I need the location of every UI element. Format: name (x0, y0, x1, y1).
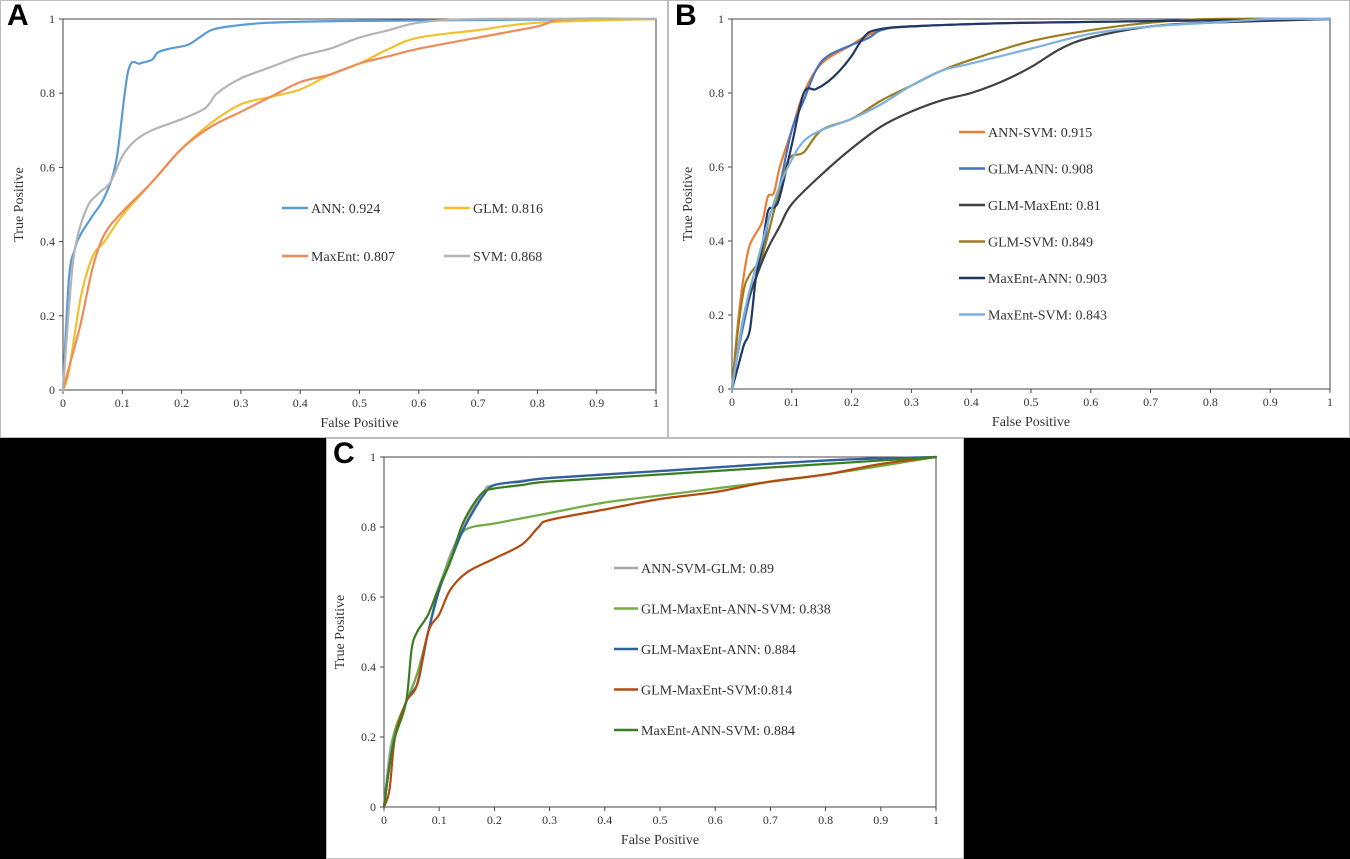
y-tick-label: 1 (370, 450, 376, 464)
panel-a: A 0 0.1 0.2 0.3 0.4 0.5 0.6 0.7 0.8 0.9 1 0 0.2 0.4 0.… (0, 0, 668, 438)
y-axis-label: True Positive (333, 595, 348, 670)
panel-label-c: C (333, 438, 355, 470)
x-tick-label: 0.7 (1143, 395, 1158, 409)
x-tick-label: 0.9 (1263, 395, 1278, 409)
x-tick-label: 0.8 (1203, 395, 1218, 409)
x-tick-label: 0.5 (1024, 395, 1039, 409)
y-tick-label: 0.2 (709, 308, 724, 322)
legend-entry: SVM: 0.868 (473, 250, 542, 265)
x-tick-label: 0.7 (763, 813, 778, 827)
series-line (730, 17, 1332, 391)
x-tick-label: 1 (653, 396, 659, 410)
x-tick-label: 1 (933, 813, 939, 827)
y-tick-label: 0.8 (709, 86, 724, 100)
x-tick-label: 0.1 (115, 396, 130, 410)
x-tick-label: 0.9 (873, 813, 888, 827)
legend-entry: GLM-MaxEnt-ANN: 0.884 (641, 643, 796, 658)
x-tick-label: 0.7 (471, 396, 486, 410)
y-tick-label: 0.6 (40, 160, 55, 174)
legend-entry: ANN-SVM: 0.915 (988, 126, 1092, 141)
x-tick-label: 0.1 (432, 813, 447, 827)
series-line (382, 455, 938, 809)
legend-entry: GLM-MaxEnt-ANN-SVM: 0.838 (641, 603, 831, 618)
legend-entry: GLM-MaxEnt-SVM:0.814 (641, 684, 792, 699)
legend-entry: GLM: 0.816 (473, 202, 543, 217)
x-tick-label: 0.3 (904, 395, 919, 409)
series-line (382, 455, 938, 809)
panel-b: B 0 0.1 0.2 0.3 0.4 0.5 0.6 0.7 0.8 0.9 1 0 0.2 0.4 0.… (668, 0, 1350, 438)
x-tick-label: 0.6 (708, 813, 723, 827)
series-line (730, 17, 1332, 391)
series-line (382, 455, 938, 809)
y-tick-label: 0.2 (361, 730, 376, 744)
series-line (61, 17, 658, 392)
panel-label-b: B (675, 0, 697, 32)
series-line (61, 17, 658, 392)
x-tick-label: 0.2 (174, 396, 189, 410)
x-axis-label: False Positive (992, 415, 1070, 430)
legend-entry: MaxEnt-ANN: 0.903 (988, 272, 1107, 287)
series-line (61, 17, 658, 392)
y-tick-label: 0.6 (361, 590, 376, 604)
legend-entry: MaxEnt-SVM: 0.843 (988, 309, 1107, 324)
y-tick-label: 0.8 (361, 520, 376, 534)
chart-b: 0 0.1 0.2 0.3 0.4 0.5 0.6 0.7 0.8 0.9 1 0 0.2 0.4 0.6 0… (681, 12, 1333, 430)
y-axis-label: True Positive (12, 167, 27, 242)
y-tick-label: 0 (370, 800, 376, 814)
series-line (382, 455, 938, 809)
panel-c: C 0 0.1 0.2 0.3 0.4 0.5 0.6 0.7 0.8 0.9 1 0 0.2 0.4 0.… (326, 438, 964, 859)
y-tick-label: 1 (49, 12, 55, 26)
series-line (382, 455, 938, 809)
x-tick-label: 0.5 (352, 396, 367, 410)
legend-entry: MaxEnt-ANN-SVM: 0.884 (641, 724, 795, 739)
y-tick-label: 0.4 (40, 235, 55, 249)
x-tick-label: 0.3 (542, 813, 557, 827)
legend-entry: GLM-ANN: 0.908 (988, 163, 1093, 178)
series-line (61, 17, 658, 392)
chart-a: 0 0.1 0.2 0.3 0.4 0.5 0.6 0.7 0.8 0.9 1 0 0.2 0.4 0.6 0… (12, 12, 659, 431)
x-tick-label: 0.4 (964, 395, 979, 409)
x-tick-label: 0.2 (487, 813, 502, 827)
y-tick-label: 0 (718, 382, 724, 396)
y-tick-label: 0.8 (40, 86, 55, 100)
x-tick-label: 0.8 (530, 396, 545, 410)
y-tick-label: 0.4 (361, 660, 376, 674)
legend-entry: MaxEnt: 0.807 (311, 250, 395, 265)
x-tick-label: 0.1 (784, 395, 799, 409)
x-tick-label: 1 (1327, 395, 1333, 409)
y-tick-label: 0 (49, 383, 55, 397)
legend-entry: ANN-SVM-GLM: 0.89 (641, 562, 774, 577)
x-tick-label: 0.5 (653, 813, 668, 827)
x-axis-label: False Positive (320, 416, 398, 431)
y-tick-label: 1 (718, 12, 724, 26)
x-tick-label: 0.6 (411, 396, 426, 410)
chart-c: 0 0.1 0.2 0.3 0.4 0.5 0.6 0.7 0.8 0.9 1 0 0.2 0.4 0.6 0… (333, 450, 939, 848)
x-axis-label: False Positive (621, 833, 699, 848)
x-tick-label: 0.4 (293, 396, 308, 410)
legend-entry: GLM-MaxEnt: 0.81 (988, 199, 1101, 214)
x-tick-label: 0.6 (1083, 395, 1098, 409)
x-tick-label: 0.9 (589, 396, 604, 410)
y-tick-label: 0.4 (709, 234, 724, 248)
y-axis-label: True Positive (681, 167, 696, 242)
legend-entry: ANN: 0.924 (311, 202, 380, 217)
x-tick-label: 0.8 (818, 813, 833, 827)
x-tick-label: 0.2 (844, 395, 859, 409)
plot-frame (383, 456, 937, 808)
y-tick-label: 0.2 (40, 309, 55, 323)
x-tick-label: 0 (60, 396, 66, 410)
panel-label-a: A (7, 0, 29, 32)
x-tick-label: 0.3 (233, 396, 248, 410)
x-tick-label: 0 (729, 395, 735, 409)
y-tick-label: 0.6 (709, 160, 724, 174)
legend-entry: GLM-SVM: 0.849 (988, 236, 1093, 251)
x-tick-label: 0 (381, 813, 387, 827)
series-line (730, 17, 1332, 391)
x-tick-label: 0.4 (597, 813, 612, 827)
